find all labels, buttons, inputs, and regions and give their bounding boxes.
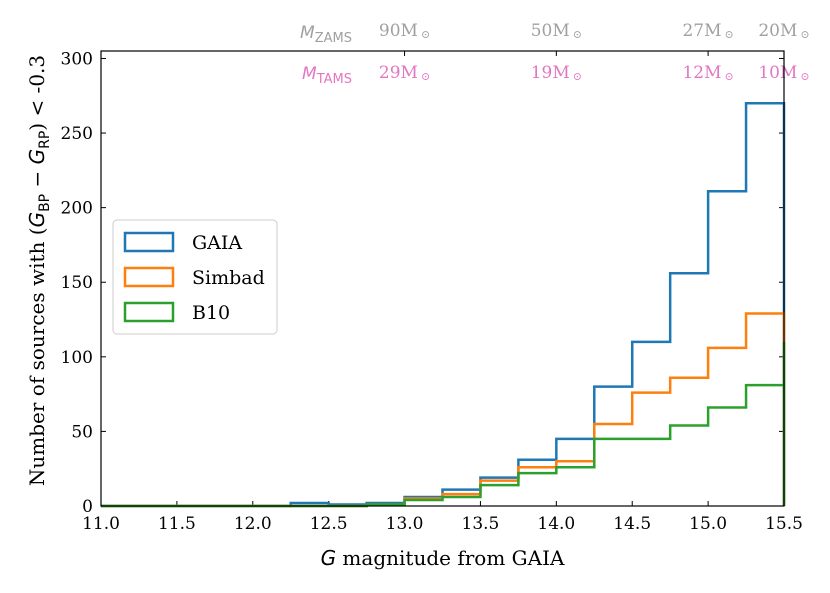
legend-label-simbad: Simbad (192, 267, 265, 289)
y-axis-label: Number of sources with (GBP − GRP) < -0.… (25, 55, 53, 486)
zams-label: MZAMS (300, 23, 352, 46)
x-axis-label-var: G (321, 546, 337, 570)
x-tick-label-3: 12.5 (310, 514, 348, 534)
series-b10 (101, 341, 786, 508)
y-tick-label-5: 250 (61, 124, 93, 144)
x-tick-label-1: 11.5 (158, 514, 196, 534)
legend: GAIA Simbad B10 (112, 219, 278, 335)
x-tick-label-5: 13.5 (462, 514, 500, 534)
plot-frame (100, 50, 785, 507)
tams-tick-3: 10M ⊙ (758, 63, 809, 83)
tams-tick-2: 12M ⊙ (682, 63, 733, 83)
x-axis-label: G magnitude from GAIA (321, 546, 565, 570)
legend-swatch-b10 (123, 301, 175, 323)
x-tick-labels: 11.0 11.5 12.0 12.5 13.0 13.5 14.0 14.5 15.0 15.5 (82, 514, 803, 534)
y-tick-labels: 0 50 100 150 200 250 300 (61, 49, 93, 517)
y-tick-label-2: 100 (61, 348, 93, 368)
series-simbad (101, 312, 786, 508)
y-tick-label-1: 50 (71, 422, 93, 442)
x-tick-label-7: 14.5 (613, 514, 651, 534)
x-tick-label-9: 15.5 (765, 514, 803, 534)
tams-tick-0: 29M ⊙ (379, 63, 430, 83)
x-tick-label-0: 11.0 (82, 514, 120, 534)
y-tick-label-3: 150 (61, 273, 93, 293)
legend-label-b10: B10 (192, 302, 230, 324)
x-tick-label-6: 14.0 (537, 514, 575, 534)
top-mass-axis: MZAMS MTAMS 90M ⊙ 29M ⊙ 50M ⊙ 19M ⊙ 27M ⊙ 12M ⊙ 20M ⊙ 10… (300, 21, 810, 87)
y-tick-label-6: 300 (61, 49, 93, 69)
legend-box (112, 219, 278, 335)
x-axis-label-rest: magnitude from GAIA (336, 546, 565, 570)
tams-tick-1: 19M ⊙ (531, 63, 582, 83)
y-tick-label-4: 200 (61, 199, 93, 219)
zams-tick-0: 90M ⊙ (379, 21, 430, 41)
x-tick-label-8: 15.0 (689, 514, 727, 534)
zams-tick-3: 20M ⊙ (758, 21, 809, 41)
legend-label-gaia: GAIA (192, 232, 242, 254)
y-tick-label-0: 0 (82, 497, 93, 517)
tams-label: MTAMS (302, 64, 352, 87)
legend-swatch-simbad (123, 266, 175, 288)
x-tick-label-2: 12.0 (234, 514, 272, 534)
zams-tick-2: 27M ⊙ (682, 21, 733, 41)
legend-swatch-gaia (123, 231, 175, 253)
zams-tick-1: 50M ⊙ (531, 21, 582, 41)
x-tick-label-4: 13.0 (386, 514, 424, 534)
